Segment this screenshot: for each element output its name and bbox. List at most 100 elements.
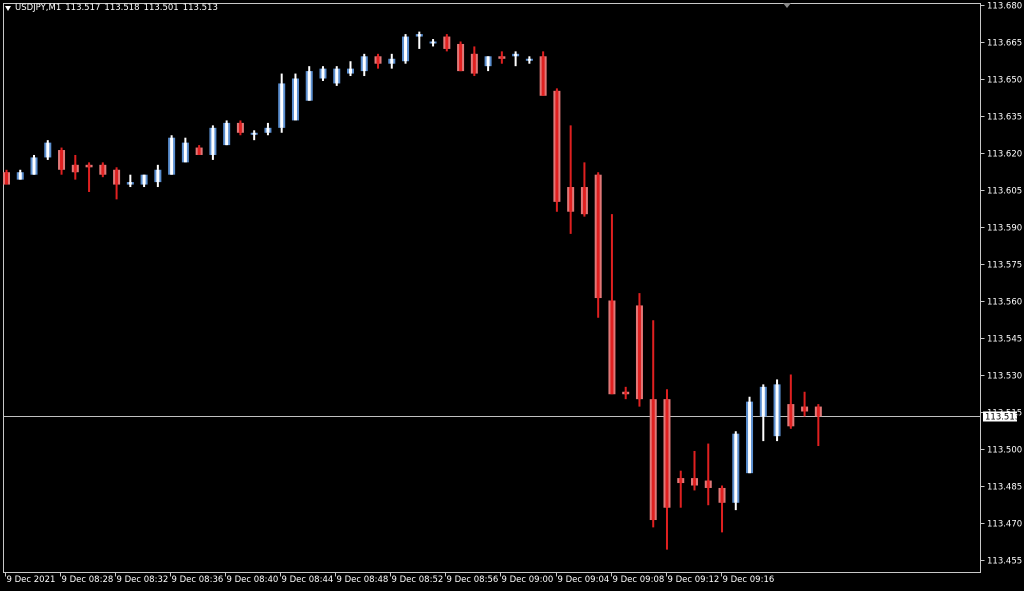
candle[interactable]	[388, 53, 396, 69]
candle[interactable]	[58, 147, 66, 175]
candle[interactable]	[622, 386, 630, 400]
candle[interactable]	[580, 162, 588, 217]
candle[interactable]	[457, 41, 465, 72]
candle[interactable]	[113, 167, 121, 200]
candle[interactable]	[443, 34, 451, 52]
candle[interactable]	[732, 431, 740, 511]
candle-body	[376, 56, 380, 64]
candle[interactable]	[498, 51, 506, 64]
candle[interactable]	[525, 56, 533, 64]
candle[interactable]	[704, 443, 712, 506]
candle[interactable]	[71, 154, 79, 180]
x-axis-label: 9 Dec 08:28	[62, 575, 114, 585]
candle[interactable]	[787, 374, 795, 429]
candle-body	[170, 137, 174, 175]
candle-body	[307, 71, 311, 101]
candle[interactable]	[333, 66, 341, 86]
candle[interactable]	[759, 384, 767, 442]
candle-body	[610, 300, 614, 395]
candle-body	[679, 478, 683, 484]
candle-body	[693, 478, 696, 486]
y-axis-label: 113.620	[987, 150, 1022, 160]
candle[interactable]	[773, 379, 781, 442]
x-axis-label: 9 Dec 09:04	[558, 575, 610, 585]
candle[interactable]	[539, 51, 547, 96]
candle[interactable]	[814, 404, 822, 447]
candle[interactable]	[374, 53, 382, 69]
y-axis-label: 113.665	[987, 39, 1022, 49]
candle[interactable]	[154, 164, 162, 188]
candle[interactable]	[209, 125, 217, 160]
candle[interactable]	[512, 51, 520, 67]
candle[interactable]	[663, 389, 671, 550]
candle-body	[789, 404, 793, 427]
candle[interactable]	[567, 125, 575, 234]
y-axis-label: 113.650	[987, 76, 1022, 86]
candle-body	[142, 174, 146, 185]
candle-body	[775, 384, 779, 437]
x-axis-label: 9 Dec 08:56	[447, 575, 499, 585]
candle[interactable]	[44, 140, 52, 160]
y-axis-label: 113.545	[987, 335, 1022, 345]
x-axis-label: 9 Dec 09:08	[613, 575, 665, 585]
candle[interactable]	[470, 46, 478, 77]
x-axis-label: 9 Dec 09:12	[668, 575, 720, 585]
candle-body	[293, 78, 297, 121]
y-axis-label: 113.485	[987, 483, 1022, 493]
candle[interactable]	[484, 56, 492, 72]
dropdown-triangle-icon[interactable]	[5, 5, 11, 11]
candle[interactable]	[429, 39, 437, 47]
candle[interactable]	[3, 169, 10, 185]
candle[interactable]	[415, 31, 423, 49]
candle[interactable]	[126, 174, 134, 188]
candle[interactable]	[16, 169, 24, 180]
y-axis-label: 113.575	[987, 261, 1022, 271]
candle-body	[582, 187, 586, 215]
y-axis-label: 113.500	[987, 446, 1022, 456]
candle-body	[238, 122, 242, 133]
y-axis-label: 113.530	[987, 372, 1022, 382]
candle[interactable]	[30, 154, 38, 175]
candle[interactable]	[264, 122, 272, 136]
candle[interactable]	[195, 145, 203, 155]
candle[interactable]	[360, 53, 368, 77]
candle[interactable]	[553, 88, 561, 212]
candle-body	[472, 53, 476, 74]
candle[interactable]	[746, 396, 754, 474]
candle[interactable]	[402, 34, 410, 64]
candle-body	[349, 68, 352, 74]
candle[interactable]	[347, 61, 354, 77]
candle[interactable]	[278, 73, 286, 133]
candle[interactable]	[291, 73, 299, 121]
candle-body	[73, 164, 77, 173]
candle[interactable]	[649, 320, 657, 528]
candle[interactable]	[85, 162, 93, 192]
candle[interactable]	[99, 162, 107, 178]
chart-frame	[3, 3, 981, 573]
candle[interactable]	[236, 120, 244, 136]
candle-body	[362, 56, 366, 72]
candle-body	[816, 406, 820, 417]
candle[interactable]	[140, 174, 148, 188]
candle-body	[417, 34, 421, 37]
candle[interactable]	[223, 120, 231, 146]
candle[interactable]	[181, 137, 189, 163]
candle[interactable]	[677, 470, 685, 508]
candle-body	[404, 36, 408, 62]
chart-shift-marker-icon[interactable]	[783, 3, 791, 8]
candle[interactable]	[319, 66, 327, 81]
candle[interactable]	[250, 130, 258, 141]
candle[interactable]	[305, 66, 313, 101]
candle[interactable]	[594, 172, 602, 318]
candle-body	[225, 122, 229, 146]
candle[interactable]	[168, 135, 176, 175]
candle[interactable]	[635, 293, 643, 407]
candle[interactable]	[718, 485, 726, 533]
candle[interactable]	[691, 450, 698, 491]
open-price: 113.517	[65, 3, 101, 13]
candle[interactable]	[608, 214, 616, 395]
candle-body	[87, 164, 91, 168]
candle[interactable]	[801, 391, 809, 417]
